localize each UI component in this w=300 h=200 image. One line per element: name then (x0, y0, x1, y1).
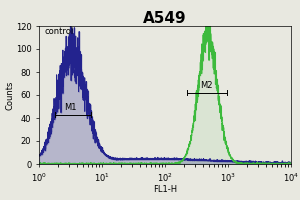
Text: M1: M1 (64, 103, 77, 112)
Text: M2: M2 (200, 81, 212, 90)
X-axis label: FL1-H: FL1-H (153, 185, 177, 194)
Y-axis label: Counts: Counts (5, 80, 14, 110)
Title: A549: A549 (143, 11, 187, 26)
Text: control: control (44, 27, 73, 36)
